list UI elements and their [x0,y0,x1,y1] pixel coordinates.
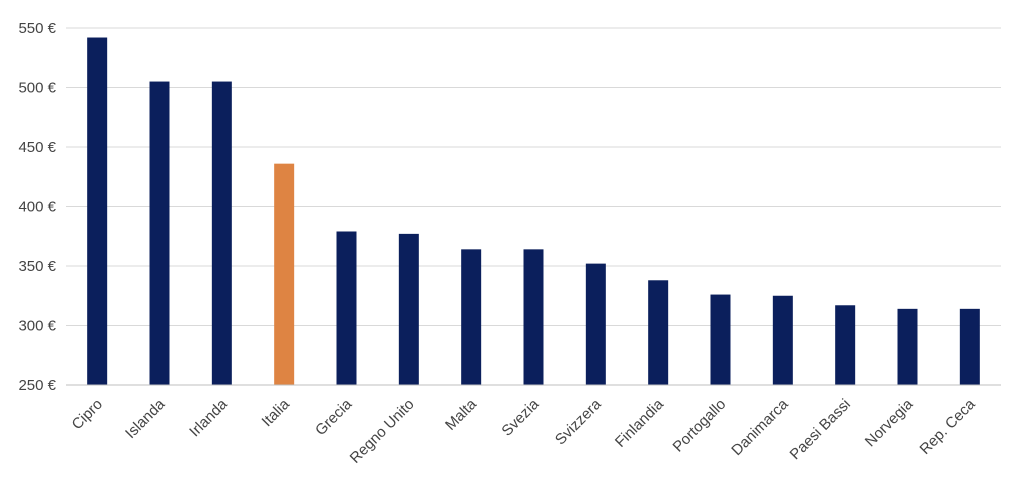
bar-svezia [523,249,544,385]
x-tick-label: Svizzera [552,395,605,448]
x-tick-label: Malta [442,395,480,433]
x-tick-label: Rep. Ceca [917,395,980,458]
bar-danimarca [772,295,793,385]
x-tick-label: Portogallo [670,396,730,456]
x-tick-label: Paesi Bassi [787,396,854,463]
x-tick-label: Finlandia [612,395,668,451]
x-tick-label: Cipro [69,396,106,433]
y-tick-label: 550 € [18,20,56,37]
bars [87,37,980,386]
bar-paesi-bassi [835,305,856,385]
bar-grecia [336,231,357,385]
x-tick-label: Svezia [498,395,542,439]
x-tick-label: Danimarca [728,395,792,459]
y-tick-label: 350 € [18,258,56,275]
bar-malta [461,249,482,385]
y-tick-label: 500 € [18,80,56,97]
y-axis-ticks: 250 € 300 € 350 € 400 € 450 € 500 € 550 € [18,20,56,394]
bar-italia [274,163,295,385]
x-tick-label: Irlanda [186,395,231,440]
y-tick-label: 450 € [18,139,56,156]
bar-norvegia [897,308,918,385]
bar-svizzera [585,263,606,385]
x-tick-label: Norvegia [862,395,917,450]
y-tick-label: 250 € [18,377,56,394]
x-tick-label: Islanda [122,395,169,442]
x-tick-label: Grecia [312,395,356,439]
bar-regno-unito [398,233,419,385]
x-tick-label: Italia [259,395,294,430]
bar-rep-ceca [959,308,980,385]
bar-irlanda [211,81,232,386]
bar-cipro [87,37,108,386]
bar-islanda [149,81,170,386]
bar-finlandia [648,280,669,385]
x-tick-label: Regno Unito [347,396,418,467]
y-tick-label: 400 € [18,199,56,216]
bar-portogallo [710,294,731,385]
y-tick-label: 300 € [18,318,56,335]
